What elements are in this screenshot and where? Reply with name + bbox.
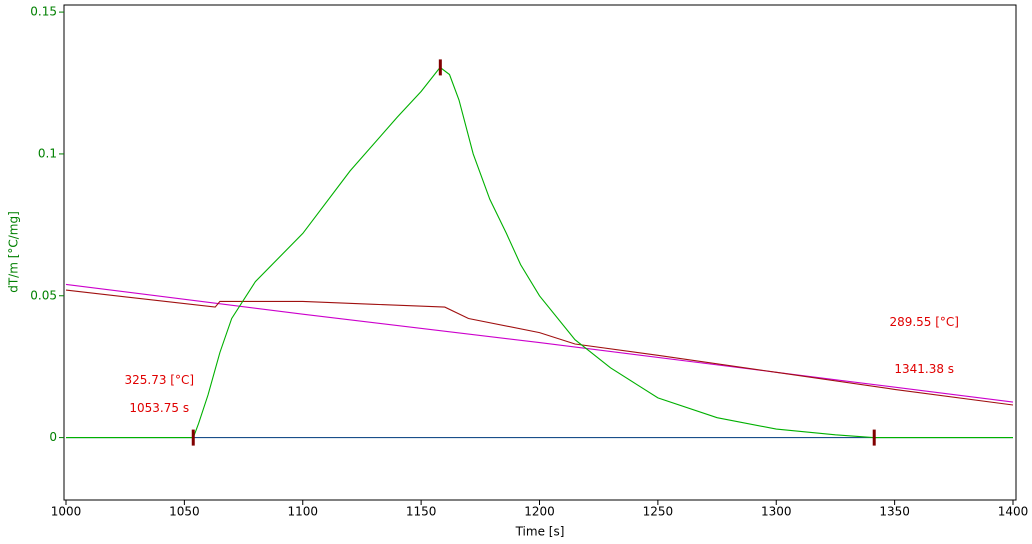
x-tick-label: 1350 bbox=[879, 505, 910, 519]
annotation-time: 1053.75 s bbox=[129, 401, 189, 415]
annotation-temperature: 325.73 [°C] bbox=[124, 373, 194, 387]
y-tick-label: 0.05 bbox=[30, 288, 57, 302]
y-tick-label: 0.15 bbox=[30, 5, 57, 19]
x-tick-label: 1300 bbox=[761, 505, 792, 519]
annotation-time: 1341.38 s bbox=[894, 362, 954, 376]
y-tick-label: 0 bbox=[49, 430, 57, 444]
peak-marker bbox=[191, 429, 195, 446]
x-tick-label: 1100 bbox=[287, 505, 318, 519]
x-tick-label: 1250 bbox=[643, 505, 674, 519]
peak-marker bbox=[438, 59, 442, 76]
x-tick-label: 1400 bbox=[998, 505, 1029, 519]
x-tick-label: 1000 bbox=[51, 505, 82, 519]
plot-frame bbox=[63, 4, 1017, 501]
y-axis-label: dT/m [°C/mg] bbox=[7, 211, 21, 293]
data-line bbox=[65, 289, 1014, 406]
data-line bbox=[66, 66, 1013, 439]
x-tick-label: 1150 bbox=[406, 505, 437, 519]
x-axis-label: Time [s] bbox=[515, 525, 565, 539]
x-tick-label: 1050 bbox=[169, 505, 200, 519]
annotation-temperature: 289.55 [°C] bbox=[889, 315, 959, 329]
data-line bbox=[65, 283, 1014, 403]
peak-marker bbox=[872, 429, 876, 446]
y-tick-label: 0.1 bbox=[38, 146, 57, 160]
x-tick-label: 1200 bbox=[524, 505, 555, 519]
